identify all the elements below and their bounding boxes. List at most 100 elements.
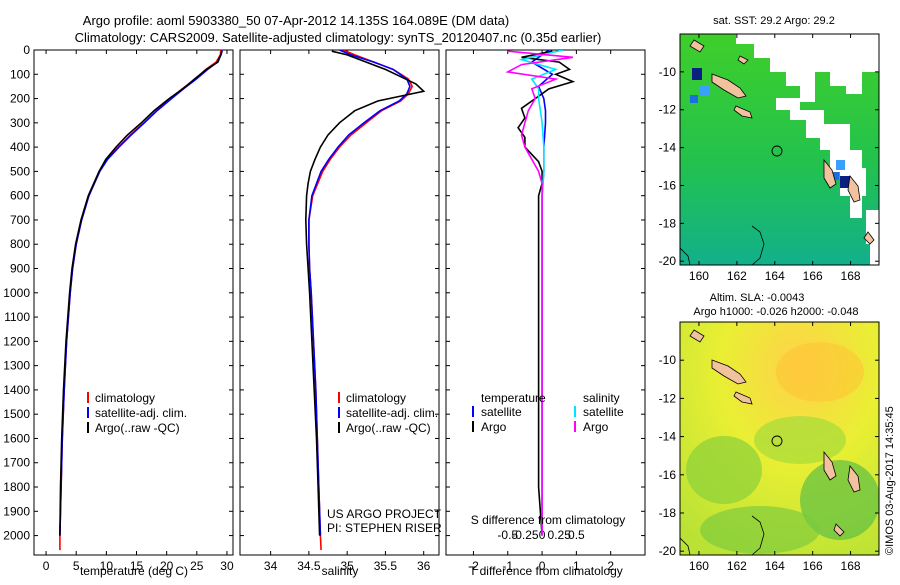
x-tick-label: 34 xyxy=(264,559,278,573)
temperature-xlabel: temperature (deg C) xyxy=(80,564,188,578)
y-tick-label: 200 xyxy=(10,92,30,106)
y-tick-label: 1400 xyxy=(3,383,30,397)
difference-panel-frame xyxy=(445,49,646,556)
map-y-tick-label: -10 xyxy=(659,65,677,79)
legend-swatch-satellite xyxy=(338,407,340,418)
y-tick-label: 1500 xyxy=(3,407,30,421)
map-x-tick-label: 168 xyxy=(841,559,861,573)
y-tick-label: 100 xyxy=(10,67,30,81)
x-tick-label: 5 xyxy=(73,559,80,573)
sst-reef-outline xyxy=(680,225,765,265)
island xyxy=(847,175,861,203)
legend-title-salinity: salinity xyxy=(583,391,620,405)
island xyxy=(823,158,837,189)
map-y-tick-label: -12 xyxy=(659,103,677,117)
temperature-series xyxy=(59,50,223,551)
sla-map-title-1: Altim. SLA: -0.0043 xyxy=(710,292,805,304)
y-tick-label: 1900 xyxy=(3,504,30,518)
map-x-tick-label: 160 xyxy=(689,559,709,573)
x-tick-label: 25 xyxy=(190,559,204,573)
series-line-climatology xyxy=(59,50,222,551)
sst-map-field xyxy=(680,34,879,265)
legend-swatch-climatology xyxy=(338,392,340,403)
legend-swatch-temperature-satellite xyxy=(472,406,474,417)
y-tick-label: 500 xyxy=(10,164,30,178)
sst-warm-pixel xyxy=(692,68,702,80)
island xyxy=(711,359,747,385)
sla-low-anomaly xyxy=(700,506,820,554)
x-tick-label: 10 xyxy=(100,559,114,573)
series-line-salinity-argo xyxy=(505,50,574,536)
title-line-2: Climatology: CARS2009. Satellite-adjuste… xyxy=(75,30,602,45)
y-tick-label: 1300 xyxy=(3,359,30,373)
y-tick-label: 1700 xyxy=(3,456,30,470)
temperature-legend: climatology satellite-adj. clim. Argo(..… xyxy=(87,391,187,435)
map-y-tick-label: -10 xyxy=(659,353,677,367)
map-x-tick-label: 166 xyxy=(803,559,823,573)
x-tick-label: 15 xyxy=(130,559,144,573)
sst-warm-pixel xyxy=(840,176,850,188)
sst-land xyxy=(689,39,875,245)
x-tick-label: 34.5 xyxy=(297,559,321,573)
y-tick-label: 1800 xyxy=(3,480,30,494)
x-tick-label: 35 xyxy=(340,559,354,573)
map-y-tick-label: -16 xyxy=(659,468,677,482)
map-y-tick-label: -20 xyxy=(659,544,677,558)
island xyxy=(733,105,753,119)
sst-warm-pixel xyxy=(832,172,839,180)
pi-annotation: PI: STEPHEN RISER xyxy=(327,521,442,535)
x-tick-label: -2 xyxy=(468,559,479,573)
island xyxy=(733,391,753,405)
x-tick-label: 2 xyxy=(607,559,614,573)
sla-land xyxy=(689,329,861,537)
map-x-tick-label: 164 xyxy=(765,559,785,573)
legend-label-climatology: climatology xyxy=(346,391,406,405)
temperature-axes: 0100200300400500600700800900100011001200… xyxy=(3,43,234,573)
series-line-satellite-adj-clim xyxy=(308,50,411,536)
x-tick-label: -1 xyxy=(502,559,513,573)
legend-swatch-satellite xyxy=(87,407,89,418)
imos-credit: ©IMOS 03-Aug-2017 14:35:45 xyxy=(884,406,896,555)
map-x-tick-label: 164 xyxy=(765,269,785,283)
map-x-tick-label: 166 xyxy=(803,269,823,283)
salinity-xlabel: salinity xyxy=(322,564,359,578)
legend-swatch-salinity-argo xyxy=(574,421,576,432)
x-tick-label: 20 xyxy=(160,559,174,573)
legend-label-climatology: climatology xyxy=(95,391,155,405)
x-tick-label: 36 xyxy=(417,559,431,573)
sst-map-frame xyxy=(679,33,880,266)
sla-low-anomaly xyxy=(754,416,846,464)
x-tick-label: 35.5 xyxy=(374,559,398,573)
y-tick-label: 900 xyxy=(10,262,30,276)
y-tick-label: 800 xyxy=(10,237,30,251)
sla-high-anomaly xyxy=(776,342,864,402)
map-y-tick-label: -18 xyxy=(659,506,677,520)
salinity-axes: 34 34.5 35 35.5 36 xyxy=(240,49,439,573)
sla-map-field xyxy=(680,322,879,555)
series-line-argo-raw-qc xyxy=(59,50,223,536)
difference-axes: -2 -1 0 1 2-0.5-0.25 0 0.250.5 xyxy=(446,49,645,573)
sst-warm-pixel xyxy=(700,86,710,96)
title-line-1: Argo profile: aoml 5903380_50 07-Apr-201… xyxy=(83,13,509,28)
legend-label-argo: Argo(..raw -QC) xyxy=(95,421,180,435)
salinity-panel-frame xyxy=(239,49,440,556)
legend-title-temperature: temperature xyxy=(481,391,546,405)
series-line-temperature-argo xyxy=(517,50,576,536)
project-annotation: US ARGO PROJECT xyxy=(327,507,442,521)
island xyxy=(711,73,747,99)
y-tick-label: 0 xyxy=(23,43,30,57)
x-top-tick-label: 0.25 xyxy=(548,528,572,542)
map-y-tick-label: -14 xyxy=(659,430,677,444)
x-tick-label: 30 xyxy=(220,559,234,573)
y-tick-label: 1600 xyxy=(3,431,30,445)
x-tick-label: 1 xyxy=(573,559,580,573)
sst-map-title: sat. SST: 29.2 Argo: 29.2 xyxy=(713,15,835,27)
y-tick-label: 1200 xyxy=(3,334,30,348)
y-tick-label: 1100 xyxy=(4,310,30,324)
argo-position-marker xyxy=(771,435,783,447)
island xyxy=(847,465,861,493)
map-x-tick-label: 168 xyxy=(841,269,861,283)
island xyxy=(689,329,705,343)
